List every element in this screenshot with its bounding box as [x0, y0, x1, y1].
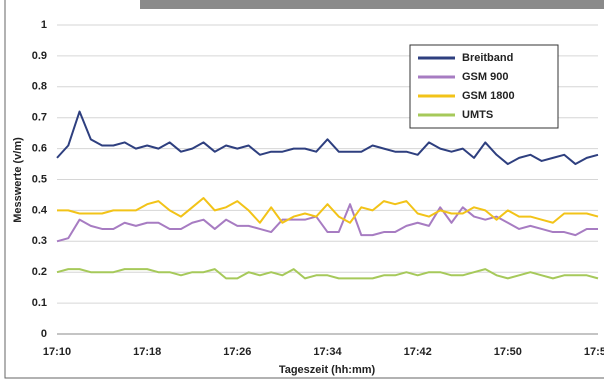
y-axis-title: Messwerte (v/m): [12, 137, 24, 223]
y-tick-label: 0.2: [32, 266, 47, 278]
y-tick-label: 0: [41, 328, 47, 340]
y-tick-label: 0.5: [32, 173, 47, 185]
y-tick-label: 0.4: [32, 204, 48, 216]
x-tick-label: 17:50: [494, 346, 522, 358]
legend-label: GSM 900: [462, 71, 508, 83]
y-tick-label: 0.6: [32, 143, 47, 155]
y-tick-label: 1: [41, 19, 47, 31]
x-axis-title: Tageszeit (hh:mm): [279, 364, 376, 376]
photo-strip: [140, 0, 604, 9]
legend-label: UMTS: [462, 109, 493, 121]
x-tick-label: 17:42: [404, 346, 432, 358]
legend-label: Breitband: [462, 52, 513, 64]
y-tick-label: 0.3: [32, 235, 47, 247]
y-tick-label: 0.1: [32, 297, 47, 309]
x-tick-label: 17:18: [133, 346, 161, 358]
x-tick-label: 17:26: [223, 346, 251, 358]
y-tick-label: 0.7: [32, 112, 47, 124]
chart: Messwerte (v/m) Tageszeit (hh:mm) 0 0.1 0.…: [0, 0, 604, 382]
series-line: [57, 269, 598, 278]
y-tick-label: 0.9: [32, 50, 47, 62]
legend-label: GSM 1800: [462, 90, 515, 102]
x-tick-label: 17:34: [313, 346, 342, 358]
y-tick-label: 0.8: [32, 81, 47, 93]
x-tick-label: 17:10: [43, 346, 71, 358]
x-tick-label: 17:58: [584, 346, 604, 358]
